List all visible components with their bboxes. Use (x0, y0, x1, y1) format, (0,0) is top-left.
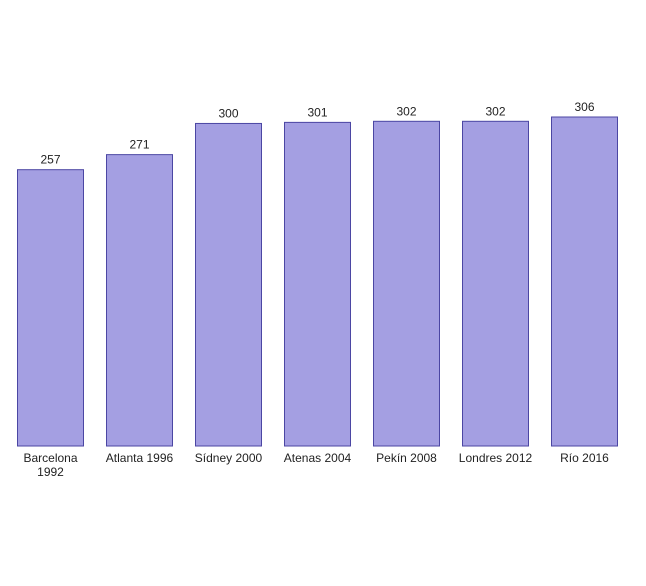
x-tick-label: Sídney 2000 (194, 451, 263, 465)
bar (551, 116, 618, 447)
data-label: 271 (129, 138, 149, 152)
bar (373, 120, 440, 447)
bar (462, 120, 529, 447)
x-tick-label: Londres 2012 (458, 451, 533, 465)
x-tick-label: Pekín 2008 (376, 451, 437, 465)
bar (106, 154, 173, 447)
x-tick-label: Barcelona 1992 (23, 451, 78, 479)
bar (17, 169, 84, 447)
data-label: 302 (485, 104, 505, 118)
bar (195, 122, 262, 447)
data-label: 257 (40, 153, 60, 167)
data-label: 301 (307, 105, 327, 119)
x-tick-label: Atlanta 1996 (105, 451, 174, 465)
bar (284, 121, 351, 447)
x-tick-label: Atenas 2004 (283, 451, 352, 465)
data-label: 306 (574, 100, 594, 114)
x-tick-label: Río 2016 (560, 451, 609, 465)
data-label: 300 (218, 106, 238, 120)
data-label: 302 (396, 104, 416, 118)
